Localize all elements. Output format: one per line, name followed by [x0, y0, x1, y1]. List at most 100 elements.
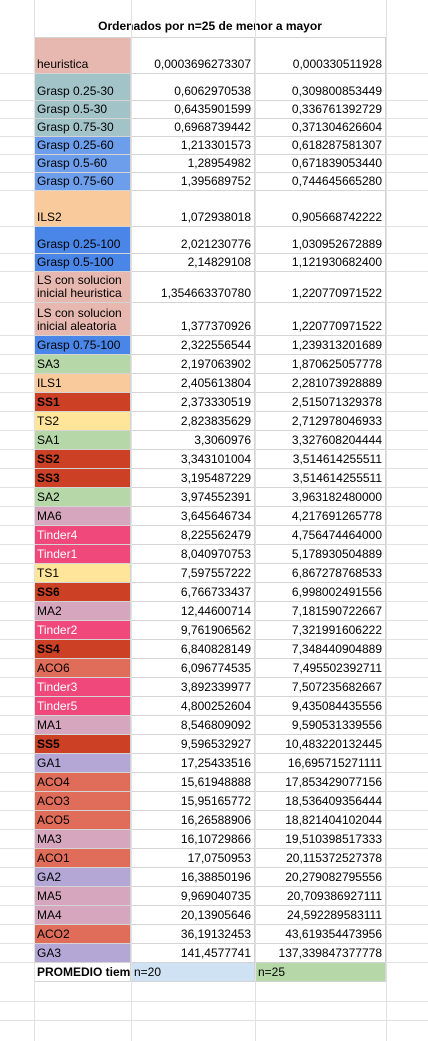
value-n25-cell[interactable]: 1,030952672889 — [255, 227, 386, 254]
value-n25-cell[interactable]: 20,279082795556 — [255, 868, 386, 887]
algorithm-name-cell[interactable]: Tinder1 — [34, 545, 131, 564]
value-n20-cell[interactable]: 3,343101004 — [131, 450, 255, 469]
algorithm-name-cell[interactable]: SS5 — [34, 735, 131, 754]
algorithm-name-cell[interactable]: GA1 — [34, 754, 131, 773]
value-n25-cell[interactable]: 16,695715271111 — [255, 754, 386, 773]
value-n20-cell[interactable]: 2,823835629 — [131, 412, 255, 431]
value-n25-cell[interactable]: 19,510398517333 — [255, 830, 386, 849]
value-n20-cell[interactable]: 0,0003696273307 — [131, 38, 255, 74]
n20-header-cell[interactable]: n=20 — [131, 963, 255, 982]
algorithm-name-cell[interactable]: SA3 — [34, 355, 131, 374]
value-n25-cell[interactable]: 6,867278768533 — [255, 564, 386, 583]
algorithm-name-cell[interactable]: Tinder2 — [34, 621, 131, 640]
value-n20-cell[interactable]: 0,6062970538 — [131, 74, 255, 101]
value-n25-cell[interactable]: 9,590531339556 — [255, 716, 386, 735]
value-n20-cell[interactable]: 3,3060976 — [131, 431, 255, 450]
value-n25-cell[interactable]: 3,514614255511 — [255, 450, 386, 469]
value-n20-cell[interactable]: 16,38850196 — [131, 868, 255, 887]
value-n20-cell[interactable]: 9,761906562 — [131, 621, 255, 640]
value-n25-cell[interactable]: 0,371304626604 — [255, 119, 386, 137]
value-n25-cell[interactable]: 7,348440904889 — [255, 640, 386, 659]
value-n20-cell[interactable]: 3,645646734 — [131, 507, 255, 526]
value-n20-cell[interactable]: 1,213301573 — [131, 137, 255, 155]
algorithm-name-cell[interactable]: MA4 — [34, 906, 131, 925]
algorithm-name-cell[interactable]: heuristica — [34, 38, 131, 74]
algorithm-name-cell[interactable]: TS2 — [34, 412, 131, 431]
algorithm-name-cell[interactable]: Grasp 0.25-60 — [34, 137, 131, 155]
algorithm-name-cell[interactable]: LS con solucion inicial aleatoria — [34, 303, 131, 336]
value-n25-cell[interactable]: 43,619354473956 — [255, 925, 386, 944]
value-n25-cell[interactable]: 0,744645665280 — [255, 173, 386, 191]
value-n25-cell[interactable]: 7,181590722667 — [255, 602, 386, 621]
algorithm-name-cell[interactable]: MA5 — [34, 887, 131, 906]
n25-header-cell[interactable]: n=25 — [255, 963, 386, 982]
value-n20-cell[interactable]: 20,13905646 — [131, 906, 255, 925]
value-n20-cell[interactable]: 17,25433516 — [131, 754, 255, 773]
algorithm-name-cell[interactable]: SA1 — [34, 431, 131, 450]
value-n20-cell[interactable]: 3,974552391 — [131, 488, 255, 507]
table-title[interactable]: Ordenados por n=25 de menor a mayor — [34, 14, 386, 38]
value-n25-cell[interactable]: 7,321991606222 — [255, 621, 386, 640]
algorithm-name-cell[interactable]: Grasp 0.75-30 — [34, 119, 131, 137]
algorithm-name-cell[interactable]: ACO1 — [34, 849, 131, 868]
algorithm-name-cell[interactable]: Grasp 0.5-60 — [34, 155, 131, 173]
value-n25-cell[interactable]: 3,327608204444 — [255, 431, 386, 450]
value-n25-cell[interactable]: 2,281073928889 — [255, 374, 386, 393]
value-n20-cell[interactable]: 8,546809092 — [131, 716, 255, 735]
algorithm-name-cell[interactable]: ACO3 — [34, 792, 131, 811]
algorithm-name-cell[interactable]: Tinder4 — [34, 526, 131, 545]
algorithm-name-cell[interactable]: Tinder5 — [34, 697, 131, 716]
algorithm-name-cell[interactable]: ACO4 — [34, 773, 131, 792]
value-n20-cell[interactable]: 16,26588906 — [131, 811, 255, 830]
value-n25-cell[interactable]: 137,339847377778 — [255, 944, 386, 963]
algorithm-name-cell[interactable]: SS3 — [34, 469, 131, 488]
algorithm-name-cell[interactable]: LS con solucion inicial heuristica — [34, 272, 131, 303]
value-n20-cell[interactable]: 16,10729866 — [131, 830, 255, 849]
algorithm-name-cell[interactable]: Grasp 0.25-30 — [34, 74, 131, 101]
value-n25-cell[interactable]: 5,178930504889 — [255, 545, 386, 564]
value-n20-cell[interactable]: 15,61948888 — [131, 773, 255, 792]
value-n25-cell[interactable]: 0,905668742222 — [255, 191, 386, 227]
value-n25-cell[interactable]: 4,217691265778 — [255, 507, 386, 526]
value-n25-cell[interactable]: 18,536409356444 — [255, 792, 386, 811]
algorithm-name-cell[interactable]: MA3 — [34, 830, 131, 849]
value-n25-cell[interactable]: 0,000330511928 — [255, 38, 386, 74]
value-n20-cell[interactable]: 15,95165772 — [131, 792, 255, 811]
value-n20-cell[interactable]: 1,377370926 — [131, 303, 255, 336]
algorithm-name-cell[interactable]: GA2 — [34, 868, 131, 887]
algorithm-name-cell[interactable]: MA6 — [34, 507, 131, 526]
algorithm-name-cell[interactable]: GA3 — [34, 944, 131, 963]
value-n20-cell[interactable]: 6,766733437 — [131, 583, 255, 602]
algorithm-name-cell[interactable]: ILS1 — [34, 374, 131, 393]
algorithm-name-cell[interactable]: Grasp 0.75-60 — [34, 173, 131, 191]
algorithm-name-cell[interactable]: SS4 — [34, 640, 131, 659]
value-n25-cell[interactable]: 0,309800853449 — [255, 74, 386, 101]
value-n20-cell[interactable]: 12,44600714 — [131, 602, 255, 621]
algorithm-name-cell[interactable]: SS2 — [34, 450, 131, 469]
value-n20-cell[interactable]: 2,322556544 — [131, 336, 255, 355]
value-n25-cell[interactable]: 1,121930682400 — [255, 254, 386, 272]
value-n20-cell[interactable]: 141,4577741 — [131, 944, 255, 963]
value-n20-cell[interactable]: 3,195487229 — [131, 469, 255, 488]
algorithm-name-cell[interactable]: Tinder3 — [34, 678, 131, 697]
value-n20-cell[interactable]: 2,14829108 — [131, 254, 255, 272]
value-n25-cell[interactable]: 17,853429077156 — [255, 773, 386, 792]
value-n20-cell[interactable]: 1,354663370780 — [131, 272, 255, 303]
value-n20-cell[interactable]: 17,0750953 — [131, 849, 255, 868]
value-n25-cell[interactable]: 6,998002491556 — [255, 583, 386, 602]
value-n25-cell[interactable]: 20,115372527378 — [255, 849, 386, 868]
average-label-cell[interactable]: PROMEDIO tiem — [34, 963, 131, 982]
value-n20-cell[interactable]: 1,072938018 — [131, 191, 255, 227]
value-n20-cell[interactable]: 2,405613804 — [131, 374, 255, 393]
value-n25-cell[interactable]: 1,220770971522 — [255, 272, 386, 303]
value-n20-cell[interactable]: 1,28954982 — [131, 155, 255, 173]
value-n25-cell[interactable]: 18,821404102044 — [255, 811, 386, 830]
value-n20-cell[interactable]: 6,840828149 — [131, 640, 255, 659]
value-n25-cell[interactable]: 0,671839053440 — [255, 155, 386, 173]
algorithm-name-cell[interactable]: ACO6 — [34, 659, 131, 678]
algorithm-name-cell[interactable]: SS6 — [34, 583, 131, 602]
value-n20-cell[interactable]: 7,597557222 — [131, 564, 255, 583]
algorithm-name-cell[interactable]: SS1 — [34, 393, 131, 412]
value-n25-cell[interactable]: 9,435084435556 — [255, 697, 386, 716]
value-n20-cell[interactable]: 6,096774535 — [131, 659, 255, 678]
